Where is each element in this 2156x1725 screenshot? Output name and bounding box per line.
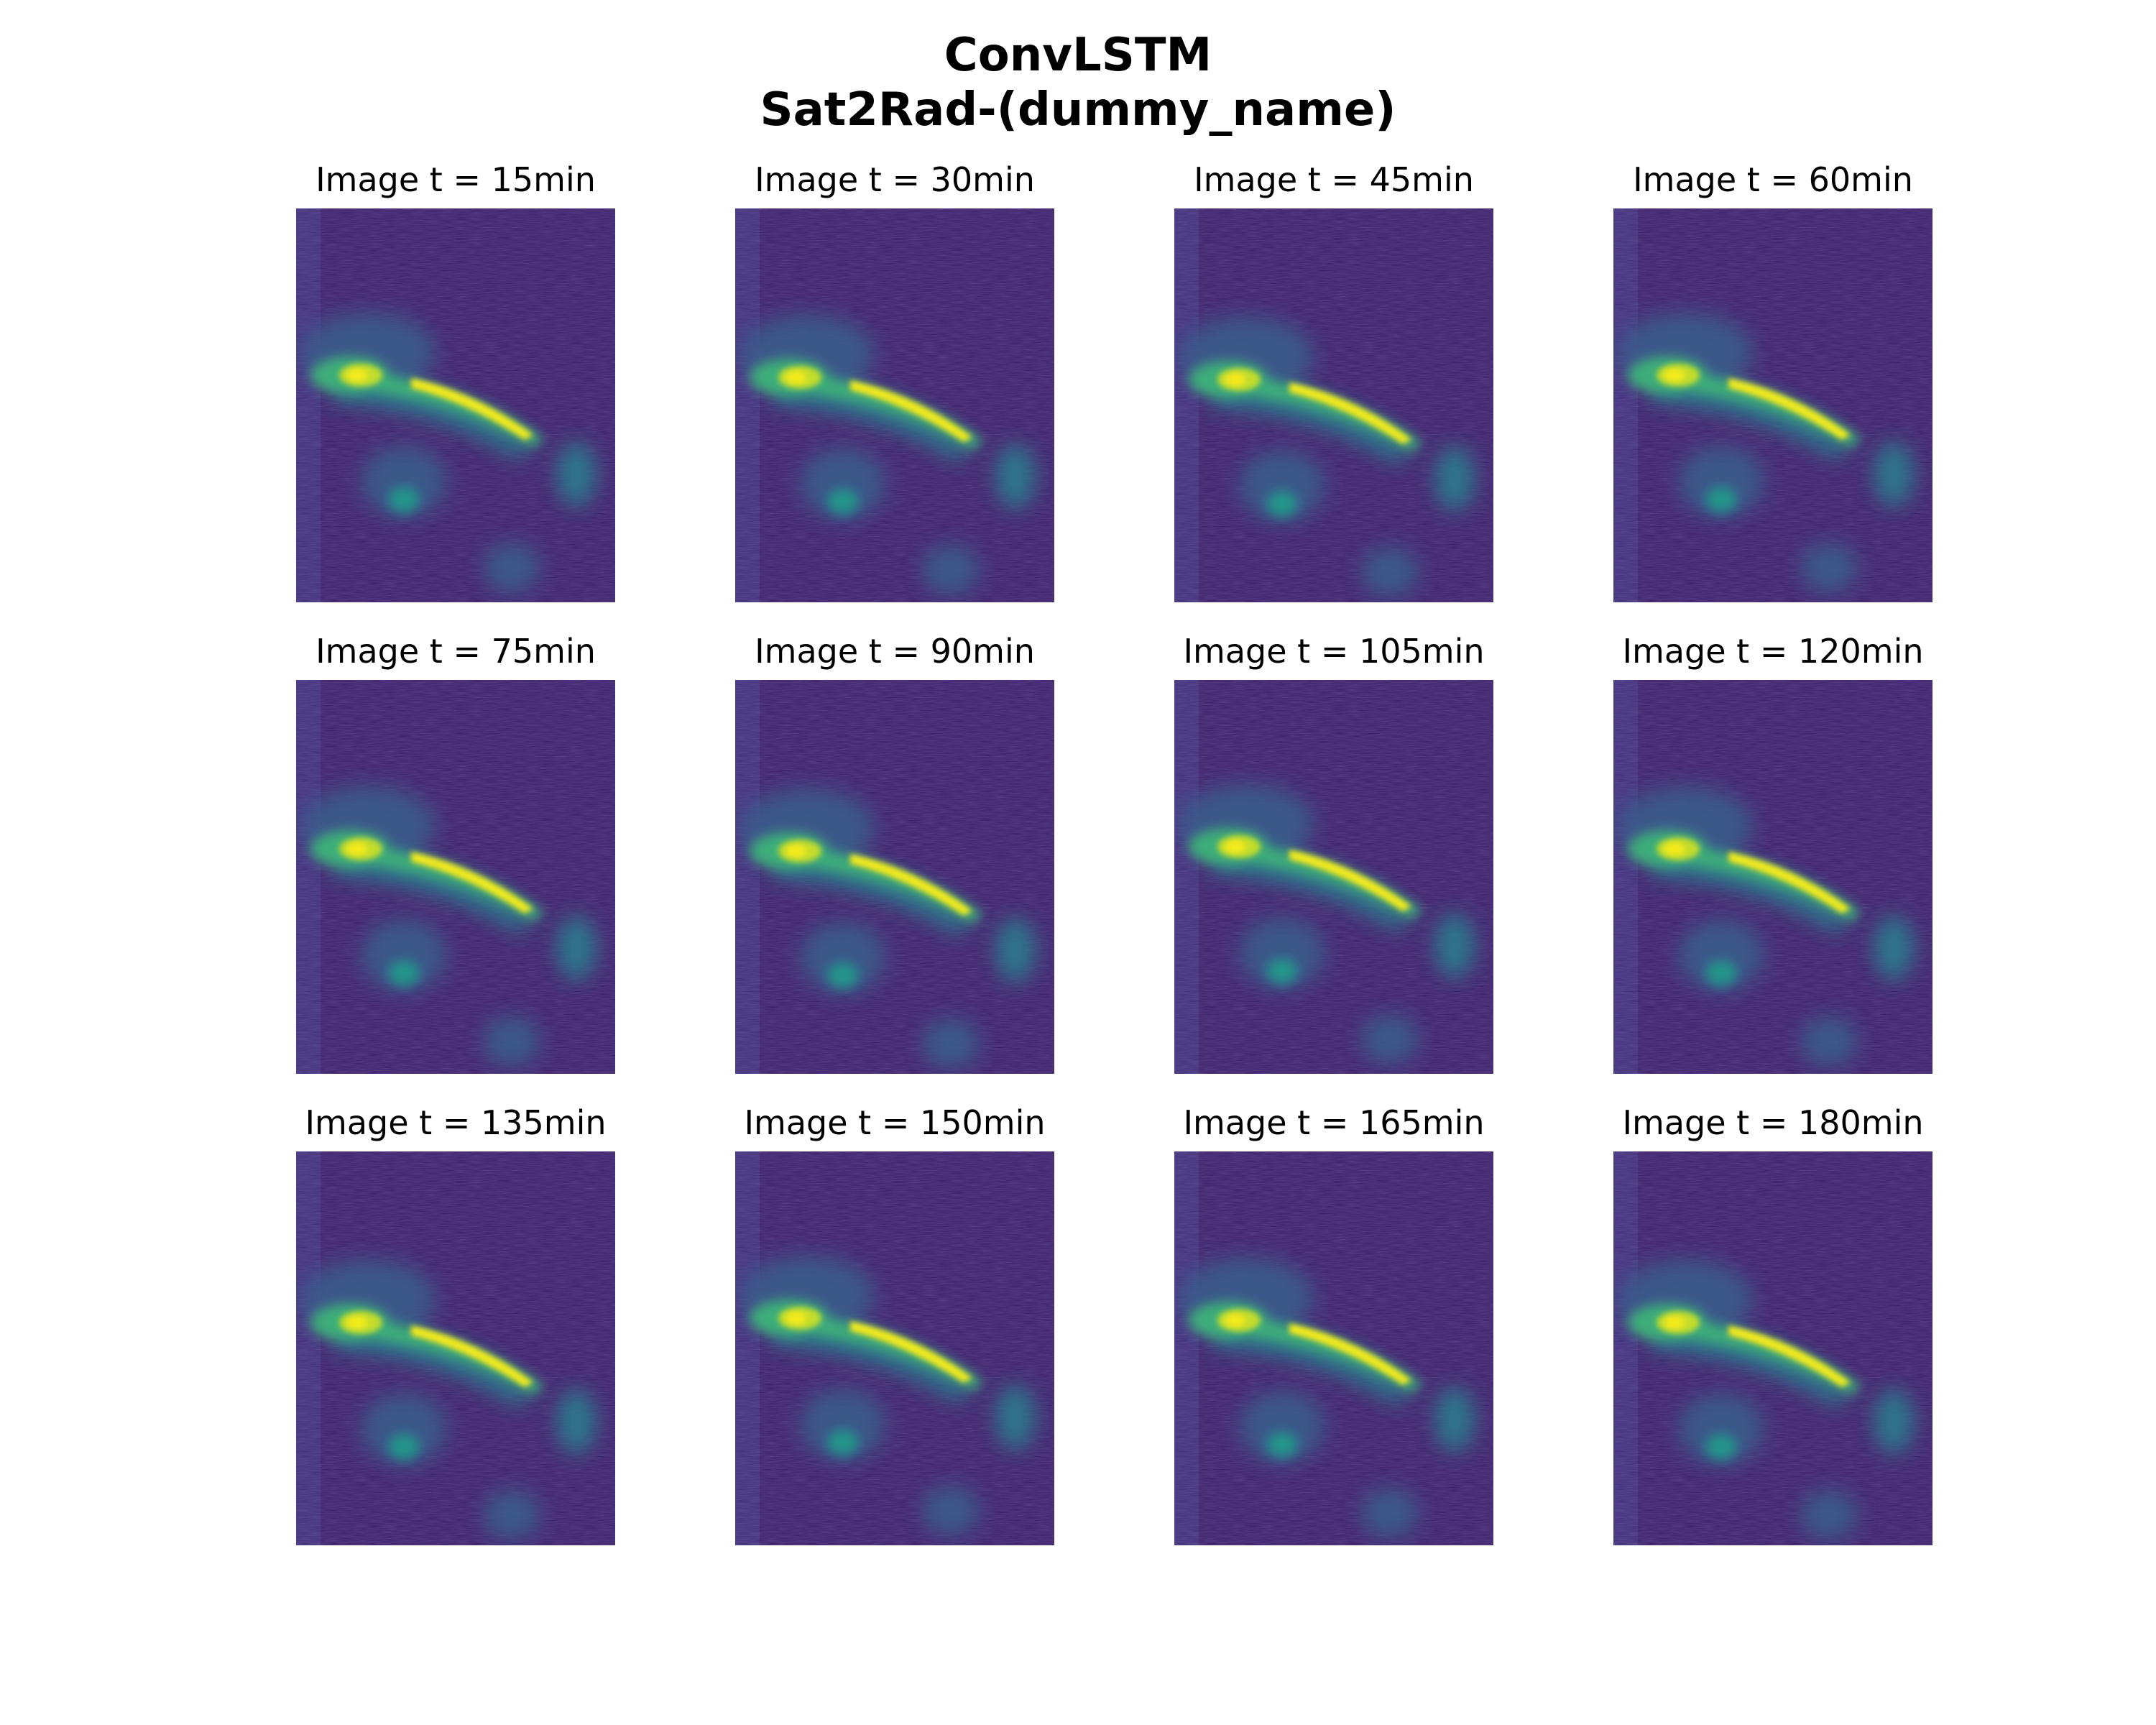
panel-title: Image t = 15min (315, 160, 596, 199)
radar-image (735, 208, 1054, 602)
figure-title-line2: Sat2Rad-(dummy_name) (760, 83, 1396, 137)
radar-image (735, 1151, 1054, 1545)
radar-image (1613, 208, 1932, 602)
panel-title: Image t = 60min (1633, 160, 1913, 199)
radar-image (1174, 1151, 1493, 1545)
panel-title: Image t = 135min (305, 1103, 607, 1142)
panel-title: Image t = 30min (755, 160, 1035, 199)
panel-title: Image t = 75min (315, 632, 596, 671)
radar-image (735, 680, 1054, 1074)
panel-title: Image t = 90min (755, 632, 1035, 671)
radar-image (296, 1151, 615, 1545)
radar-image (1174, 208, 1493, 602)
radar-image (296, 208, 615, 602)
radar-image (1613, 680, 1932, 1074)
panel-title: Image t = 180min (1622, 1103, 1924, 1142)
panel-title: Image t = 105min (1183, 632, 1485, 671)
panel-title: Image t = 120min (1622, 632, 1924, 671)
panel-title: Image t = 45min (1194, 160, 1474, 199)
radar-image (296, 680, 615, 1074)
radar-image (1174, 680, 1493, 1074)
radar-image (1613, 1151, 1932, 1545)
figure-title-line1: ConvLSTM (944, 29, 1212, 82)
panel-title: Image t = 150min (744, 1103, 1046, 1142)
panel-title: Image t = 165min (1183, 1103, 1485, 1142)
